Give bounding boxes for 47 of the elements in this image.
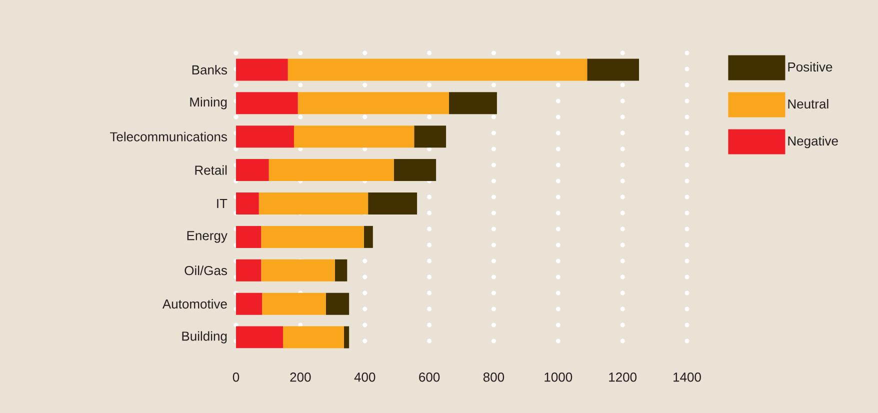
bar <box>258 192 368 215</box>
bar <box>294 126 414 148</box>
bar <box>236 226 262 248</box>
bar <box>326 292 350 315</box>
x-tick-label: 1000 <box>544 372 572 382</box>
bar <box>236 192 259 215</box>
x-tick-label: 1400 <box>674 372 701 382</box>
y-tick-label: Energy <box>187 231 228 243</box>
y-tick-label: IT <box>217 199 228 208</box>
y-tick-label: Oil/Gas <box>184 266 228 276</box>
bar <box>587 58 640 81</box>
bar <box>448 92 497 114</box>
y-tick-label: Automotive <box>162 299 227 309</box>
bar <box>236 92 298 114</box>
bar <box>334 259 348 282</box>
bar <box>261 226 364 248</box>
x-tick-label: 600 <box>419 372 440 382</box>
x-tick-label: 0 <box>232 372 240 382</box>
x-tick-label: 200 <box>290 372 311 382</box>
x-tick-label: 800 <box>483 372 504 382</box>
bar <box>283 326 344 348</box>
bar <box>236 58 288 81</box>
bar <box>298 92 449 114</box>
x-tick-label: 400 <box>354 372 376 382</box>
bar <box>414 126 446 148</box>
bar <box>268 159 394 182</box>
y-tick-label: Mining <box>190 97 227 110</box>
bar <box>394 159 436 182</box>
bar <box>288 58 588 81</box>
y-tick-label: Retail <box>195 165 227 175</box>
bar <box>368 192 418 215</box>
bar <box>261 259 335 282</box>
bar <box>236 126 294 148</box>
bar <box>344 326 350 348</box>
x-tick-label: 1200 <box>609 372 637 382</box>
legend-label: Negative <box>788 136 838 148</box>
bar <box>262 292 326 315</box>
legend-label: Positive <box>788 62 832 72</box>
bar <box>236 292 262 315</box>
bar <box>236 259 262 282</box>
y-tick-label: Building <box>182 331 227 344</box>
legend-label: Neutral <box>788 99 828 109</box>
y-tick-label: Telecommunications <box>110 132 227 142</box>
bar <box>236 326 284 348</box>
bar <box>236 159 269 182</box>
y-tick-label: Banks <box>192 64 228 74</box>
bar <box>364 226 373 248</box>
